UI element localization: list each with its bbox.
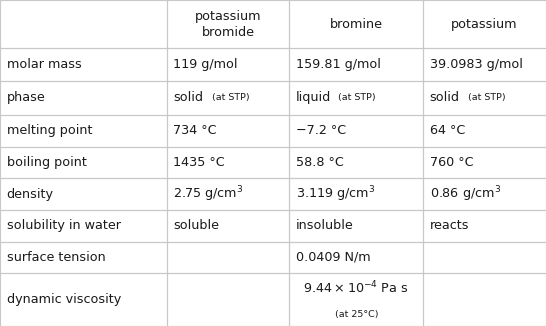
Bar (167, 0, 289, 48)
Bar (0, 0, 167, 48)
Bar (0, 81, 167, 115)
Bar (289, 115, 423, 147)
Bar (289, 273, 423, 326)
Bar (0, 48, 167, 81)
Bar (289, 242, 423, 273)
Text: −7.2 °C: −7.2 °C (296, 125, 346, 137)
Text: surface tension: surface tension (7, 251, 105, 264)
Text: (at STP): (at STP) (465, 94, 506, 102)
Text: insoluble: insoluble (296, 219, 354, 232)
Text: reacts: reacts (430, 219, 469, 232)
Bar (289, 0, 423, 48)
Bar (423, 81, 546, 115)
Bar (167, 242, 289, 273)
Text: 119 g/mol: 119 g/mol (173, 58, 238, 71)
Bar (423, 242, 546, 273)
Bar (167, 210, 289, 242)
Text: 3.119 g/cm$^3$: 3.119 g/cm$^3$ (296, 184, 376, 204)
Bar (0, 178, 167, 210)
Text: (at 25°C): (at 25°C) (335, 310, 378, 319)
Bar (167, 115, 289, 147)
Bar (423, 178, 546, 210)
Bar (423, 273, 546, 326)
Text: (at STP): (at STP) (335, 94, 376, 102)
Text: 2.75 g/cm$^3$: 2.75 g/cm$^3$ (173, 184, 244, 204)
Text: dynamic viscosity: dynamic viscosity (7, 293, 121, 306)
Bar (289, 48, 423, 81)
Text: molar mass: molar mass (7, 58, 81, 71)
Bar (423, 115, 546, 147)
Bar (0, 242, 167, 273)
Bar (167, 147, 289, 178)
Bar (289, 147, 423, 178)
Bar (167, 48, 289, 81)
Bar (423, 147, 546, 178)
Text: density: density (7, 188, 54, 200)
Bar (0, 273, 167, 326)
Bar (289, 178, 423, 210)
Text: (at STP): (at STP) (209, 94, 249, 102)
Text: $9.44\times10^{-4}$ Pa s: $9.44\times10^{-4}$ Pa s (304, 280, 409, 296)
Text: 0.0409 N/m: 0.0409 N/m (296, 251, 371, 264)
Text: boiling point: boiling point (7, 156, 86, 169)
Text: liquid: liquid (296, 92, 331, 104)
Text: potassium: potassium (452, 18, 518, 31)
Text: 734 °C: 734 °C (173, 125, 217, 137)
Text: soluble: soluble (173, 219, 219, 232)
Bar (0, 147, 167, 178)
Text: 64 °C: 64 °C (430, 125, 465, 137)
Text: melting point: melting point (7, 125, 92, 137)
Text: 760 °C: 760 °C (430, 156, 473, 169)
Bar (423, 48, 546, 81)
Text: potassium
bromide: potassium bromide (195, 10, 261, 38)
Text: 159.81 g/mol: 159.81 g/mol (296, 58, 381, 71)
Text: 0.86 g/cm$^3$: 0.86 g/cm$^3$ (430, 184, 501, 204)
Text: 39.0983 g/mol: 39.0983 g/mol (430, 58, 523, 71)
Text: bromine: bromine (330, 18, 383, 31)
Text: solid: solid (173, 92, 203, 104)
Bar (167, 81, 289, 115)
Text: 58.8 °C: 58.8 °C (296, 156, 344, 169)
Bar (167, 273, 289, 326)
Text: 1435 °C: 1435 °C (173, 156, 225, 169)
Bar (0, 210, 167, 242)
Text: solid: solid (430, 92, 460, 104)
Text: phase: phase (7, 92, 45, 104)
Bar (289, 210, 423, 242)
Bar (423, 210, 546, 242)
Bar (0, 115, 167, 147)
Bar (167, 178, 289, 210)
Text: solubility in water: solubility in water (7, 219, 121, 232)
Bar (289, 81, 423, 115)
Bar (423, 0, 546, 48)
